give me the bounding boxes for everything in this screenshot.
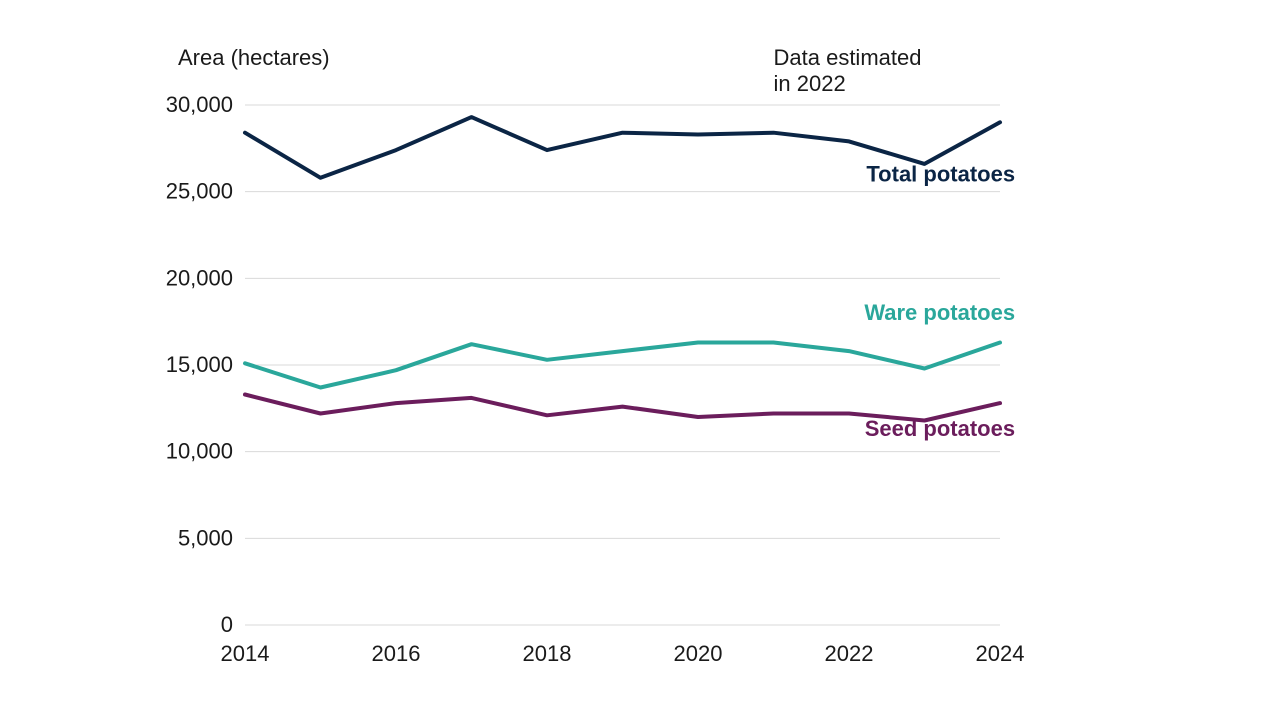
- x-tick-label: 2022: [825, 641, 874, 666]
- y-axis-title: Area (hectares): [178, 45, 330, 70]
- x-tick-label: 2018: [523, 641, 572, 666]
- y-tick-label: 30,000: [166, 92, 233, 117]
- x-tick-label: 2020: [674, 641, 723, 666]
- chart-container: 0 5,000 10,000 15,000 20,000 25,000 30,000 2014…: [0, 0, 1280, 720]
- x-tick-label: 2024: [976, 641, 1025, 666]
- line-chart-svg: 0 5,000 10,000 15,000 20,000 25,000 30,000 2014…: [0, 0, 1280, 720]
- y-tick-label: 10,000: [166, 439, 233, 464]
- chart-annotation: in 2022: [774, 71, 846, 96]
- series-label-total: Total potatoes: [866, 161, 1015, 186]
- x-tick-label: 2014: [221, 641, 270, 666]
- series-label-ware: Ware potatoes: [864, 300, 1015, 325]
- y-tick-label: 0: [221, 612, 233, 637]
- y-tick-label: 20,000: [166, 265, 233, 290]
- series-label-seed: Seed potatoes: [865, 416, 1015, 441]
- y-tick-label: 25,000: [166, 179, 233, 204]
- x-tick-label: 2016: [372, 641, 421, 666]
- chart-annotation: Data estimated: [774, 45, 922, 70]
- y-tick-label: 5,000: [178, 525, 233, 550]
- y-tick-label: 15,000: [166, 352, 233, 377]
